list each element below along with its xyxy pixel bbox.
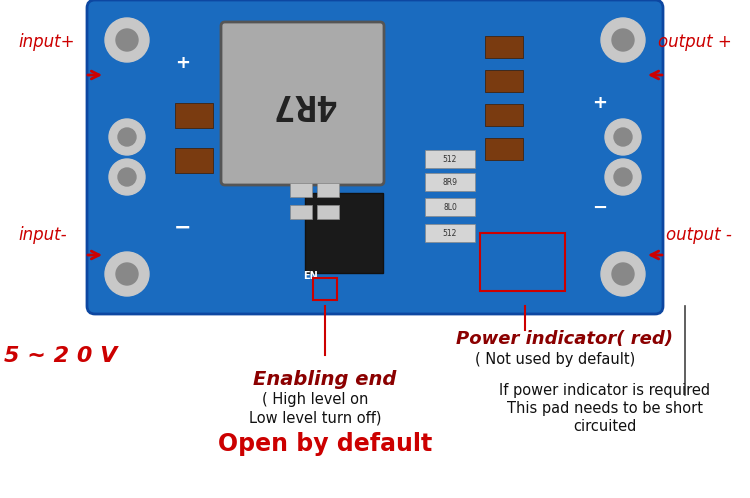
Bar	[313, 278, 337, 300]
Text: Enabling end: Enabling end	[254, 370, 397, 389]
Circle shape	[116, 29, 138, 51]
Text: 4R7: 4R7	[270, 87, 335, 121]
FancyBboxPatch shape	[221, 22, 384, 185]
Circle shape	[105, 252, 149, 296]
Text: output +: output +	[658, 33, 732, 51]
Circle shape	[612, 29, 634, 51]
Text: +: +	[176, 54, 190, 72]
Text: input+: input+	[18, 33, 74, 51]
Bar	[425, 224, 475, 242]
Bar	[425, 173, 475, 191]
Circle shape	[116, 263, 138, 285]
Bar	[290, 183, 312, 197]
Circle shape	[601, 252, 645, 296]
Bar	[175, 148, 213, 173]
Bar	[480, 233, 565, 291]
Bar	[175, 103, 213, 128]
Circle shape	[614, 168, 632, 186]
Text: ( Not used by default): ( Not used by default)	[475, 352, 635, 367]
FancyBboxPatch shape	[87, 0, 663, 314]
Text: circuited: circuited	[573, 419, 637, 434]
Text: Power indicator( red): Power indicator( red)	[457, 330, 674, 348]
Bar	[485, 70, 523, 92]
Text: 512: 512	[442, 229, 458, 238]
Text: 8L0: 8L0	[443, 203, 457, 212]
Text: output -: output -	[666, 226, 732, 244]
Text: EN: EN	[303, 271, 318, 281]
Bar	[317, 183, 339, 197]
Circle shape	[601, 18, 645, 62]
Circle shape	[605, 119, 641, 155]
Circle shape	[118, 128, 136, 146]
Bar	[425, 198, 475, 216]
Text: input-: input-	[18, 226, 67, 244]
Text: If power indicator is required: If power indicator is required	[500, 383, 710, 398]
Circle shape	[109, 159, 145, 195]
Circle shape	[109, 119, 145, 155]
Bar	[290, 205, 312, 219]
Circle shape	[605, 159, 641, 195]
Text: ( High level on: ( High level on	[262, 392, 368, 407]
Text: 8R9: 8R9	[442, 177, 458, 186]
Bar	[425, 150, 475, 168]
Bar	[305, 193, 383, 273]
Text: 512: 512	[442, 154, 458, 163]
Circle shape	[614, 128, 632, 146]
Text: Open by default: Open by default	[217, 432, 432, 456]
Bar	[485, 104, 523, 126]
Text: 5 ~ 2 0 V: 5 ~ 2 0 V	[4, 346, 117, 366]
Circle shape	[118, 168, 136, 186]
Circle shape	[612, 263, 634, 285]
Text: Low level turn off): Low level turn off)	[249, 410, 381, 425]
Circle shape	[105, 18, 149, 62]
Text: −: −	[592, 199, 608, 217]
Bar	[485, 138, 523, 160]
Bar	[485, 36, 523, 58]
Text: +: +	[592, 94, 608, 112]
Bar	[317, 205, 339, 219]
Text: −: −	[174, 218, 192, 238]
Text: This pad needs to be short: This pad needs to be short	[507, 401, 703, 416]
